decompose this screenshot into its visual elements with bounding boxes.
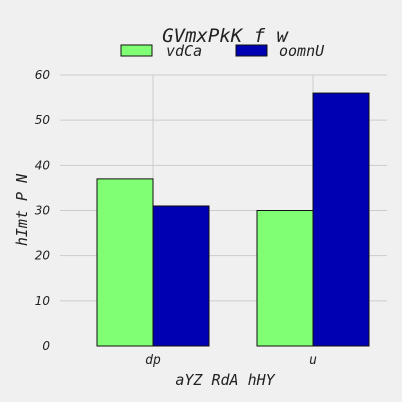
y-axis-ticks: 0 10 20 30 40 50 60 <box>35 68 51 353</box>
x-tick-label: u <box>309 353 317 368</box>
y-tick-label: 20 <box>35 249 51 263</box>
bar-oomnU-dp <box>152 205 210 347</box>
bar-oomnU-u <box>312 92 370 347</box>
legend-swatch-series-1 <box>120 44 153 57</box>
legend-label-series-2: oomnU <box>279 42 325 60</box>
chart-title: GVmxPkK f w <box>162 25 289 47</box>
y-tick-label: 30 <box>35 204 51 218</box>
y-tick-label: 40 <box>35 158 51 172</box>
x-axis-ticks: dp u <box>145 353 317 368</box>
bar-vdCa-u <box>256 210 314 347</box>
x-tick-label: dp <box>145 353 161 368</box>
bars <box>96 92 370 347</box>
y-tick-label: 0 <box>42 339 50 353</box>
bar-vdCa-dp <box>96 178 154 347</box>
legend: vdCa oomnU <box>120 42 325 60</box>
y-tick-label: 10 <box>35 294 51 308</box>
y-tick-label: 50 <box>35 113 51 127</box>
x-axis-label: aYZ RdA hHY <box>175 371 275 389</box>
y-tick-label: 60 <box>35 68 51 82</box>
y-axis-label: hImt P N <box>13 173 31 246</box>
legend-swatch-series-2 <box>235 44 268 57</box>
legend-label-series-1: vdCa <box>166 42 202 60</box>
